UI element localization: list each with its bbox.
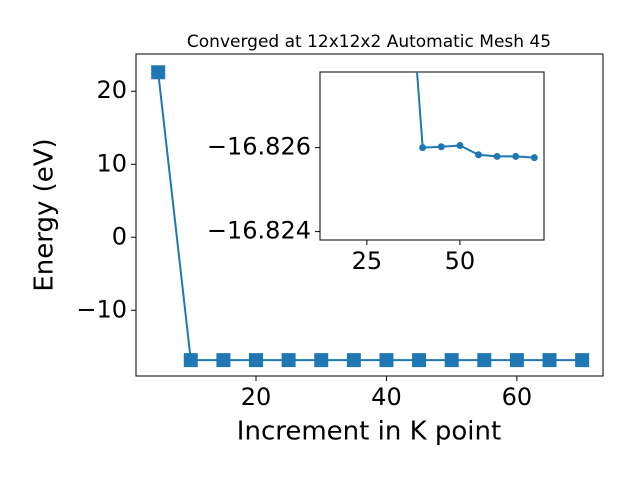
marker [249, 353, 264, 368]
marker [444, 353, 459, 368]
x-axis-label: Increment in K point [237, 417, 501, 447]
marker [493, 152, 501, 160]
marker [183, 353, 198, 368]
y-tick-label: −10 [76, 295, 127, 323]
series [416, 72, 538, 162]
marker [216, 353, 231, 368]
marker [281, 353, 296, 368]
marker [530, 154, 538, 162]
marker [512, 152, 520, 160]
y-tick-label: 10 [96, 149, 127, 177]
x-tick-label: 50 [445, 247, 476, 275]
marker [575, 353, 590, 368]
x-tick-label: 20 [241, 383, 272, 411]
series [151, 65, 590, 368]
x-tick-label: 40 [371, 383, 402, 411]
x-tick-label: 25 [352, 247, 383, 275]
marker [412, 353, 427, 368]
marker [509, 353, 524, 368]
chart-title: Converged at 12x12x2 Automatic Mesh 45 [187, 32, 551, 52]
y-axis-label: Energy (eV) [30, 138, 60, 291]
marker [151, 65, 166, 80]
y-tick-label: −16.824 [207, 217, 311, 245]
y-tick-label: 20 [96, 76, 127, 104]
marker [542, 353, 557, 368]
marker [475, 151, 483, 159]
marker [419, 144, 427, 152]
marker [379, 353, 394, 368]
marker [437, 143, 445, 151]
marker [456, 142, 464, 149]
marker [346, 353, 361, 368]
x-tick-label: 60 [502, 383, 533, 411]
marker [314, 353, 329, 368]
y-tick-label: 0 [112, 222, 127, 250]
y-tick-label: −16.826 [207, 133, 311, 161]
marker [477, 353, 492, 368]
